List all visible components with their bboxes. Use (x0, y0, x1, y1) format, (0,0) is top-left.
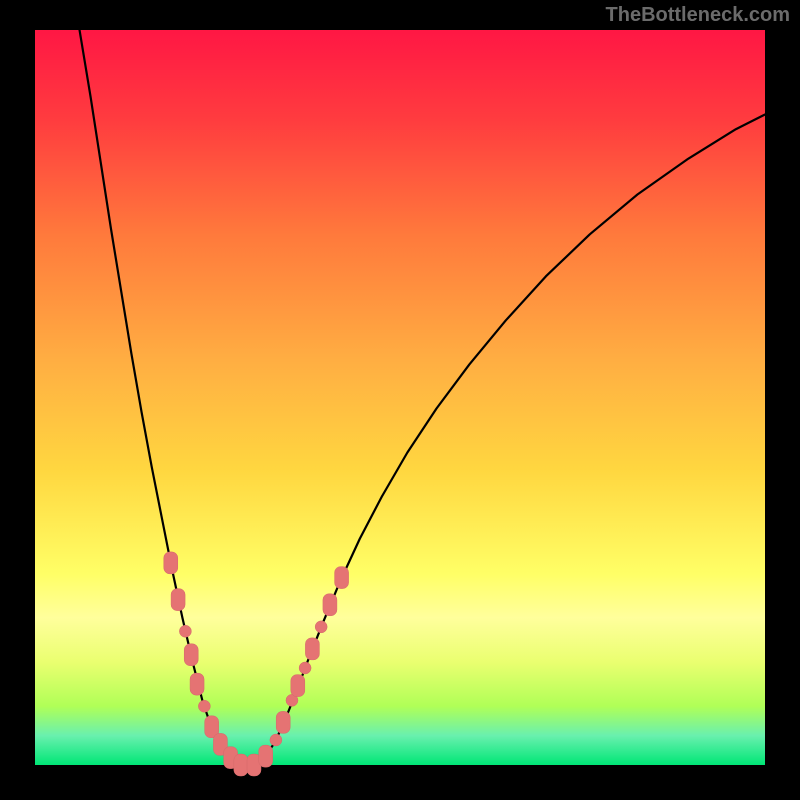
data-point (305, 638, 319, 660)
data-point (164, 552, 178, 574)
data-point (276, 711, 290, 733)
data-point (190, 673, 204, 695)
plot-background (35, 30, 765, 765)
data-point (291, 675, 305, 697)
watermark-label: TheBottleneck.com (606, 4, 790, 27)
watermark-text: TheBottleneck.com (606, 4, 790, 26)
data-point (234, 754, 248, 776)
data-point (198, 700, 210, 712)
data-point (179, 625, 191, 637)
data-point (184, 644, 198, 666)
data-point (270, 734, 282, 746)
data-point (315, 621, 327, 633)
data-point (259, 745, 273, 767)
data-point (171, 589, 185, 611)
bottleneck-chart (0, 0, 800, 800)
data-point (299, 662, 311, 674)
data-point (323, 594, 337, 616)
data-point (335, 567, 349, 589)
chart-container: TheBottleneck.com (0, 0, 800, 800)
